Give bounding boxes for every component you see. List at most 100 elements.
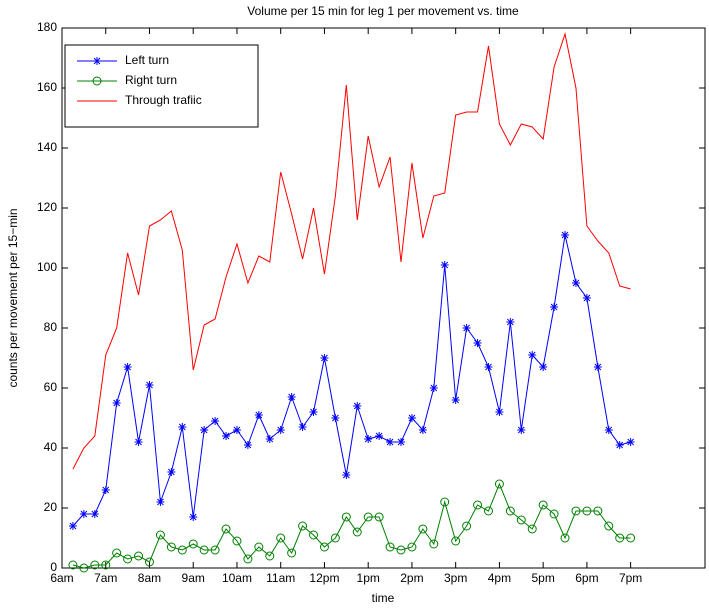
x-tick-label: 7am (94, 571, 117, 585)
data-point (495, 408, 504, 416)
data-point (254, 411, 263, 419)
data-point (473, 500, 483, 510)
data-point (462, 521, 472, 531)
legend-marker (92, 76, 102, 86)
data-point (90, 560, 100, 570)
data-point (527, 524, 537, 534)
data-point (68, 522, 77, 530)
data-point (571, 279, 580, 287)
data-point (429, 539, 439, 549)
series-line (72, 234, 631, 527)
data-point (516, 515, 526, 525)
y-tick-label: 120 (37, 200, 57, 214)
x-tick-label: 2pm (400, 571, 423, 585)
data-point (494, 479, 504, 489)
data-point (90, 510, 99, 518)
data-point (200, 426, 209, 434)
y-tick-label: 160 (37, 80, 57, 94)
data-point (385, 542, 395, 552)
data-point (342, 471, 351, 479)
legend-label: Through trafiic (125, 93, 202, 107)
data-point (473, 339, 482, 347)
data-point (134, 438, 143, 446)
x-tick-label: 4pm (488, 571, 511, 585)
data-point (615, 533, 625, 543)
x-axis-label: time (372, 591, 395, 605)
data-point (560, 533, 570, 543)
data-point (79, 563, 89, 573)
data-point (145, 381, 154, 389)
chart-title: Volume per 15 min for leg 1 per movement… (247, 4, 519, 18)
data-point (396, 438, 405, 446)
data-point (320, 354, 329, 362)
y-tick-label: 40 (44, 440, 58, 454)
data-point (528, 351, 537, 359)
data-point (582, 294, 591, 302)
data-point (593, 363, 602, 371)
data-point (112, 399, 121, 407)
data-point (222, 432, 231, 440)
data-point (396, 545, 406, 555)
data-point (101, 486, 110, 494)
legend-label: Left turn (125, 53, 169, 67)
data-point (407, 542, 417, 552)
data-point (407, 414, 416, 422)
x-tick-label: 8am (138, 571, 161, 585)
y-tick-label: 100 (37, 260, 57, 274)
x-tick-label: 10am (222, 571, 252, 585)
x-tick-label: 5pm (531, 571, 554, 585)
data-point (123, 554, 133, 564)
data-point (287, 393, 296, 401)
data-point (331, 414, 340, 422)
data-point (156, 498, 165, 506)
data-point (352, 527, 362, 537)
data-point (232, 536, 242, 546)
y-tick-label: 0 (50, 560, 57, 574)
data-point (374, 512, 384, 522)
data-point (243, 441, 252, 449)
data-point (375, 432, 384, 440)
data-point (451, 536, 461, 546)
legend-marker (93, 57, 101, 65)
data-point (112, 548, 122, 558)
data-point (506, 318, 515, 326)
data-point (319, 542, 329, 552)
data-point (615, 441, 624, 449)
data-point (276, 426, 285, 434)
data-point (429, 384, 438, 392)
data-point (538, 500, 548, 510)
data-point (167, 468, 176, 476)
x-tick-label: 6am (50, 571, 73, 585)
x-tick-label: 11am (266, 571, 295, 585)
data-point (418, 426, 427, 434)
x-tick-label: 3pm (444, 571, 467, 585)
data-point (298, 521, 308, 531)
data-point (364, 435, 373, 443)
y-tick-label: 80 (44, 320, 58, 334)
y-axis-label: counts per movement per 15−min (6, 208, 20, 387)
data-point (232, 426, 241, 434)
data-point (505, 506, 515, 516)
data-point (309, 530, 319, 540)
data-point (276, 533, 286, 543)
x-tick-label: 9am (182, 571, 205, 585)
data-point (593, 506, 603, 516)
data-point (440, 261, 449, 269)
data-point (561, 231, 570, 239)
data-point (101, 560, 111, 570)
data-point (517, 426, 526, 434)
data-point (484, 363, 493, 371)
data-point (626, 533, 636, 543)
data-point (418, 524, 428, 534)
x-tick-label: 6pm (575, 571, 598, 585)
data-point (189, 513, 198, 521)
data-point (341, 512, 351, 522)
data-point (144, 557, 154, 567)
data-point (155, 530, 165, 540)
x-tick-label: 7pm (619, 571, 642, 585)
plot-area (61, 27, 706, 569)
y-tick-label: 20 (44, 500, 58, 514)
data-point (68, 560, 78, 570)
data-point (462, 324, 471, 332)
